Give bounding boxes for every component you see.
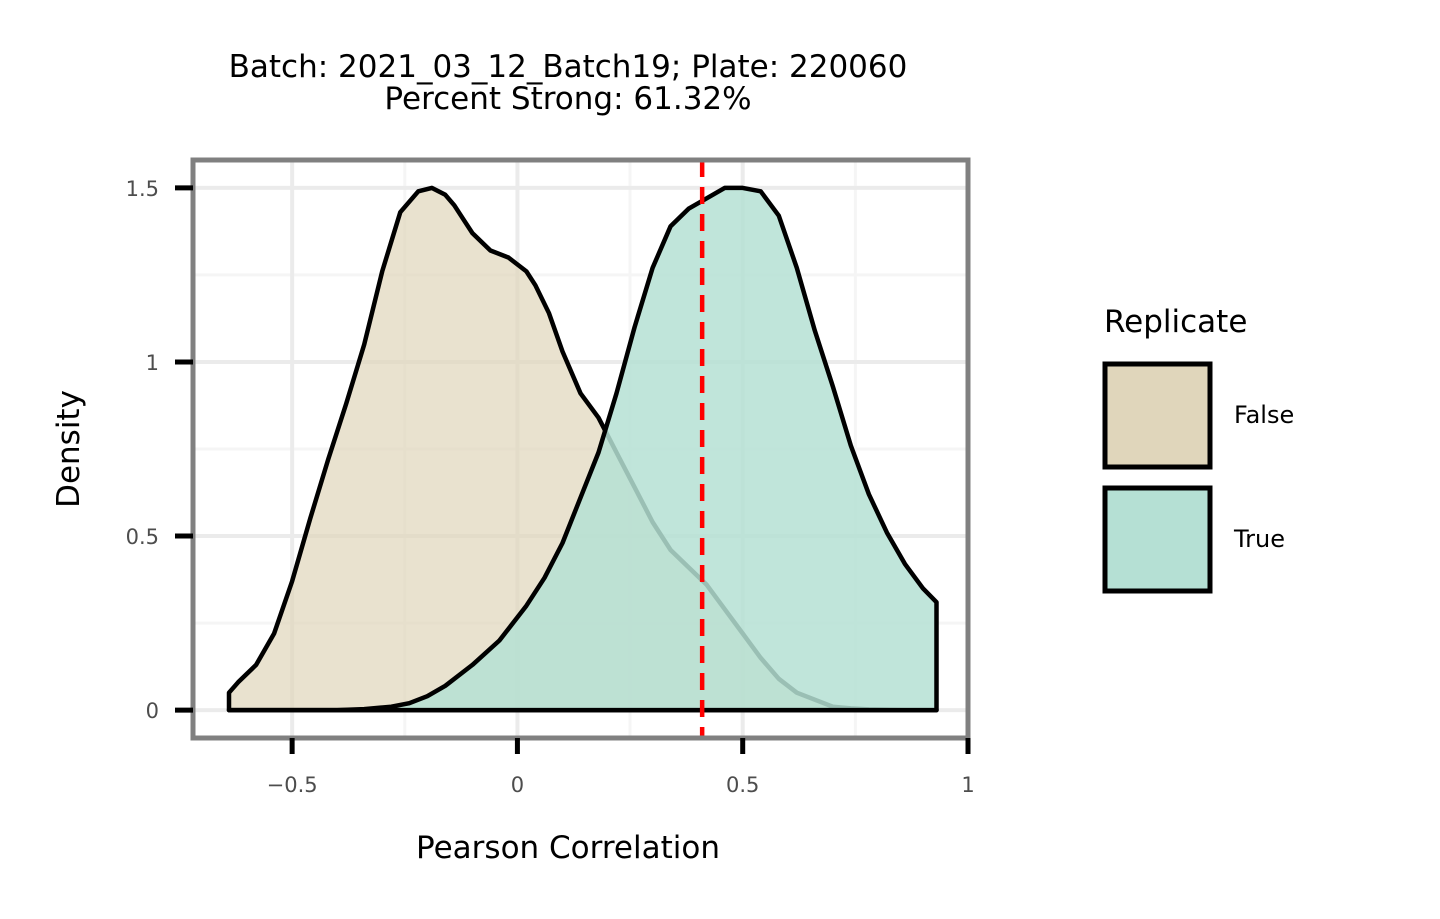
y-tick-label: 0.5	[126, 525, 159, 549]
legend-label-true: True	[1233, 525, 1285, 553]
legend: Replicate False True	[1102, 304, 1294, 594]
chart-title-line-1: Batch: 2021_03_12_Batch19; Plate: 220060	[229, 49, 908, 85]
density-series	[226, 185, 939, 713]
legend-title: Replicate	[1104, 304, 1247, 340]
x-tick-label: 0.5	[726, 773, 759, 797]
x-tick-label: 0	[511, 773, 524, 797]
legend-key-true	[1102, 485, 1213, 594]
plot-border	[190, 157, 971, 741]
y-tick-label: 0	[146, 699, 159, 723]
x-tick-label: −0.5	[267, 773, 318, 797]
x-axis-ticks: −0.5 0 0.5 1	[267, 738, 975, 797]
legend-key-false	[1102, 361, 1213, 470]
x-axis-title: Pearson Correlation	[416, 830, 720, 866]
x-tick-label: 1	[961, 773, 974, 797]
y-axis-ticks: 0 0.5 1 1.5	[126, 177, 193, 723]
y-axis-title: Density	[51, 390, 87, 508]
y-tick-label: 1	[146, 351, 159, 375]
y-tick-label: 1.5	[126, 177, 159, 201]
density-area-true	[226, 185, 939, 713]
chart-title-line-2: Percent Strong: 61.32%	[384, 81, 751, 117]
legend-label-false: False	[1234, 401, 1294, 429]
